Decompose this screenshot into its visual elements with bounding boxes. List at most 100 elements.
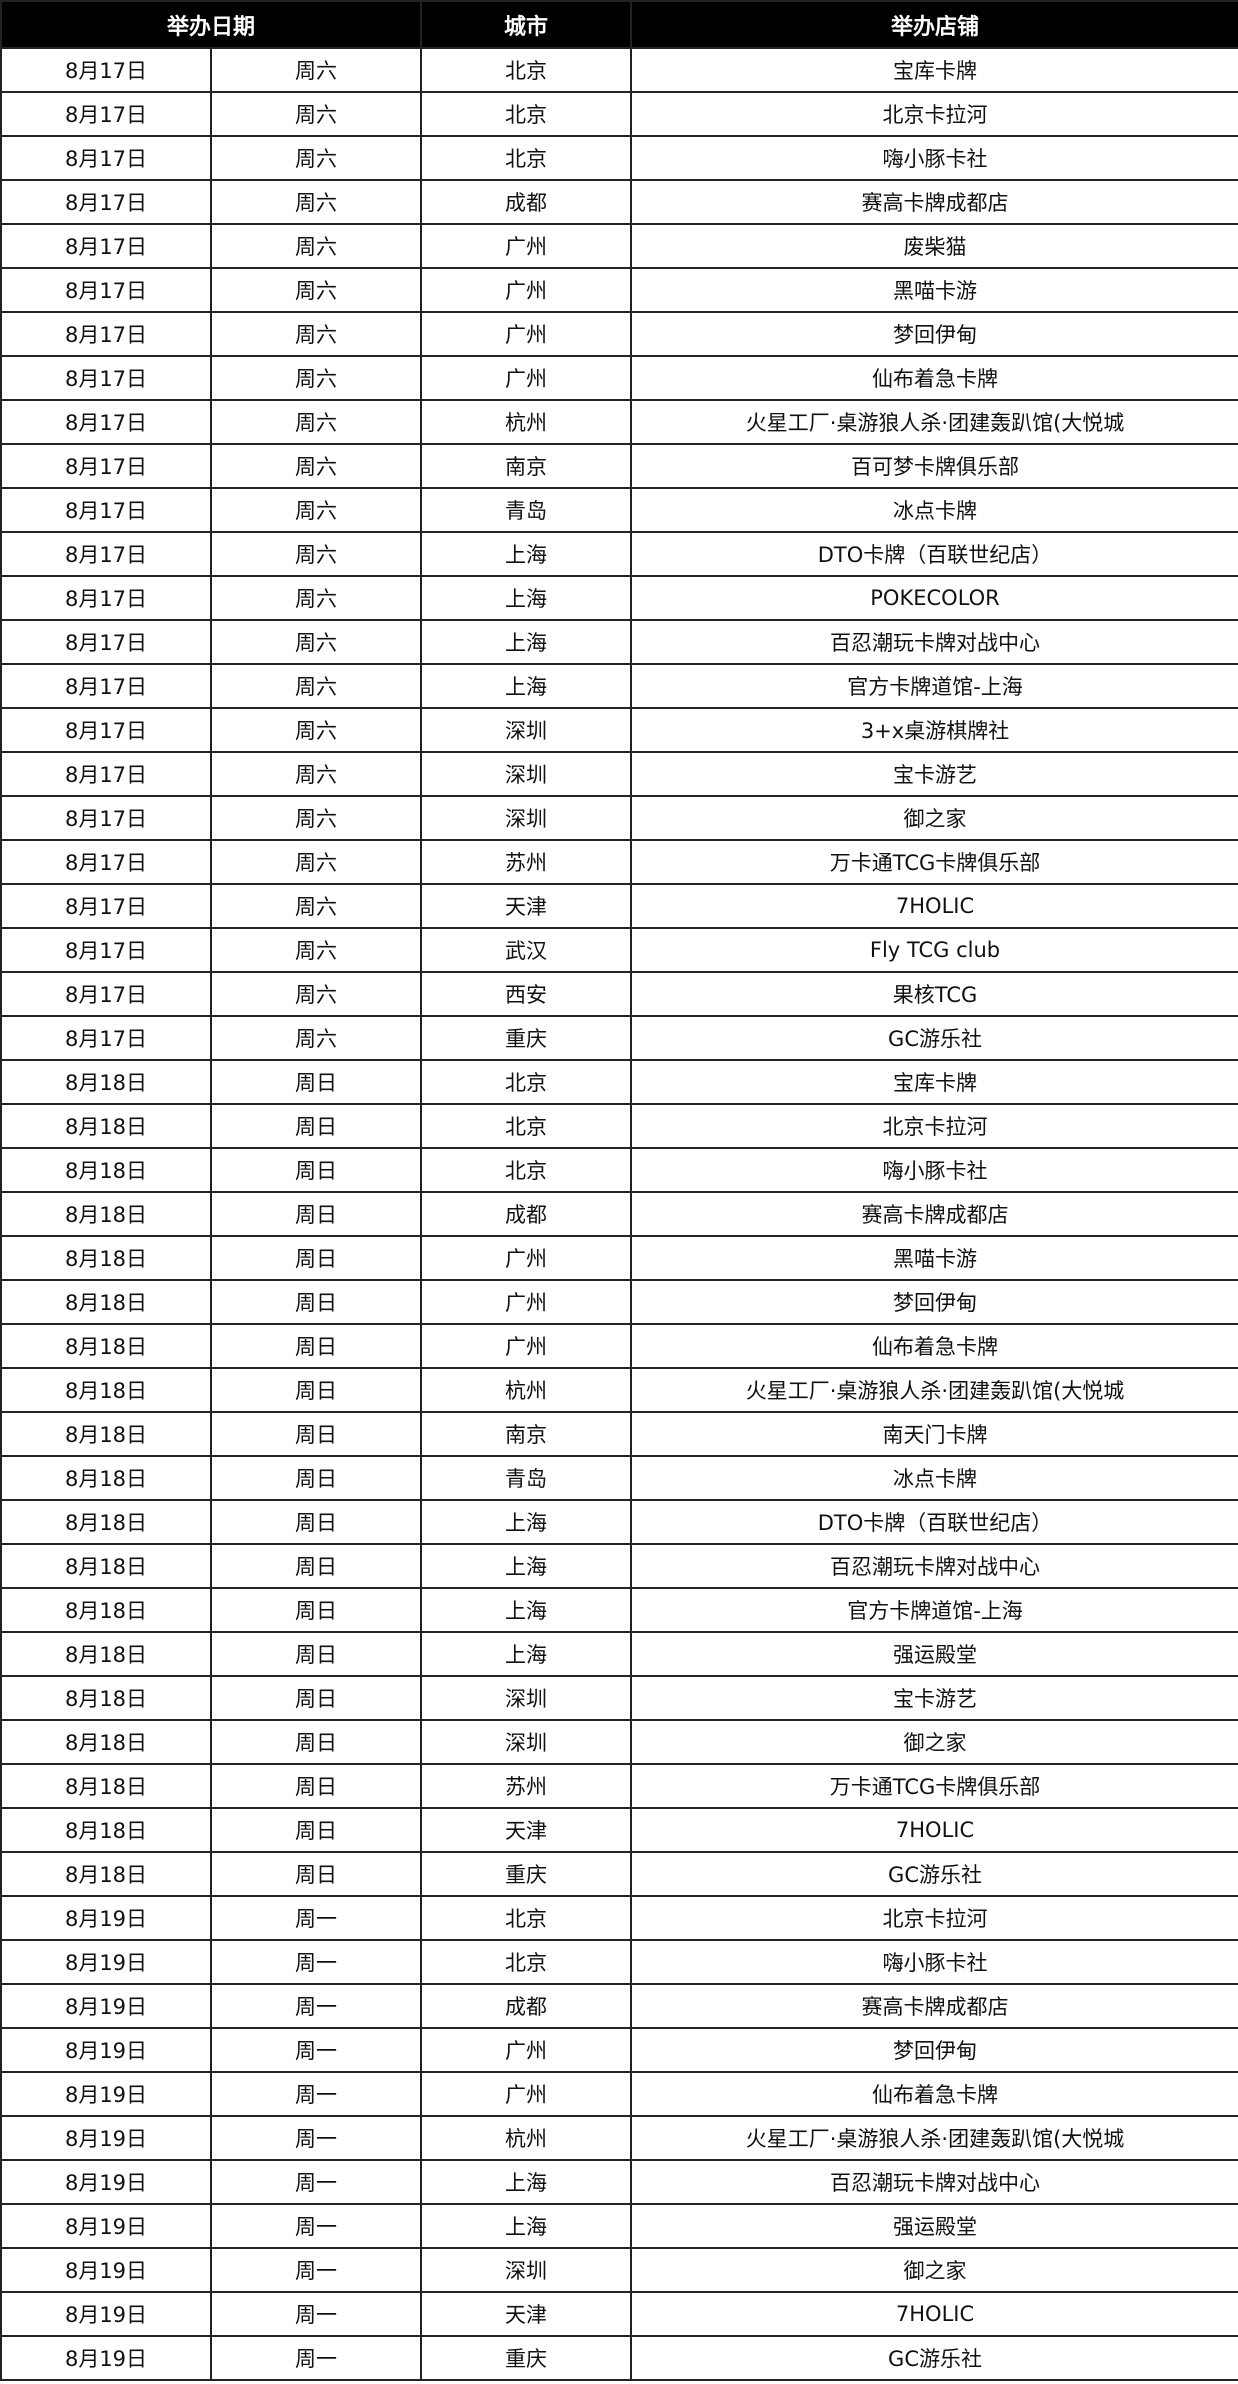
cell-date: 8月17日: [0, 355, 212, 401]
cell-date: 8月17日: [0, 179, 212, 225]
cell-date: 8月18日: [0, 1103, 212, 1149]
cell-city: 天津: [420, 2291, 633, 2337]
table-row: 8月17日 周六 南京 百可梦卡牌俱乐部: [0, 443, 1238, 489]
cell-date: 8月19日: [0, 2291, 212, 2337]
cell-weekday: 周日: [209, 1631, 423, 1677]
table-row: 8月17日 周六 北京 嗨小豚卡社: [0, 135, 1238, 181]
cell-city: 广州: [420, 267, 633, 313]
cell-city: 上海: [420, 1499, 633, 1545]
header-city: 城市: [420, 0, 633, 49]
cell-date: 8月18日: [0, 1675, 212, 1721]
cell-date: 8月18日: [0, 1719, 212, 1765]
cell-weekday: 周六: [209, 443, 423, 489]
cell-weekday: 周一: [209, 2291, 423, 2337]
cell-date: 8月17日: [0, 311, 212, 357]
cell-date: 8月17日: [0, 619, 212, 665]
cell-city: 重庆: [420, 2335, 633, 2381]
cell-weekday: 周日: [209, 1587, 423, 1633]
table-row: 8月19日 周一 重庆 GC游乐社: [0, 2335, 1238, 2381]
cell-store: GC游乐社: [630, 1015, 1238, 1061]
cell-weekday: 周一: [209, 2335, 423, 2381]
cell-store: Fly TCG club: [630, 927, 1238, 973]
cell-weekday: 周日: [209, 1191, 423, 1237]
cell-date: 8月18日: [0, 1059, 212, 1105]
cell-date: 8月19日: [0, 2335, 212, 2381]
cell-store: 梦回伊甸: [630, 2027, 1238, 2073]
cell-store: 宝库卡牌: [630, 1059, 1238, 1105]
cell-store: 万卡通TCG卡牌俱乐部: [630, 839, 1238, 885]
cell-city: 广州: [420, 1235, 633, 1281]
cell-date: 8月17日: [0, 883, 212, 929]
table-row: 8月17日 周六 深圳 3+x桌游棋牌社: [0, 707, 1238, 753]
cell-city: 苏州: [420, 1763, 633, 1809]
cell-weekday: 周日: [209, 1851, 423, 1897]
cell-weekday: 周一: [209, 2203, 423, 2249]
cell-store: 赛高卡牌成都店: [630, 1983, 1238, 2029]
cell-city: 上海: [420, 1631, 633, 1677]
table-row: 8月18日 周日 重庆 GC游乐社: [0, 1851, 1238, 1897]
cell-city: 天津: [420, 1807, 633, 1853]
cell-date: 8月17日: [0, 531, 212, 577]
cell-store: 南天门卡牌: [630, 1411, 1238, 1457]
cell-store: 官方卡牌道馆-上海: [630, 663, 1238, 709]
cell-city: 北京: [420, 135, 633, 181]
cell-city: 广州: [420, 355, 633, 401]
cell-city: 青岛: [420, 487, 633, 533]
cell-city: 上海: [420, 2159, 633, 2205]
table-row: 8月17日 周六 广州 仙布着急卡牌: [0, 355, 1238, 401]
table-row: 8月18日 周日 南京 南天门卡牌: [0, 1411, 1238, 1457]
cell-store: 火星工厂·桌游狼人杀·团建轰趴馆(大悦城: [630, 399, 1238, 445]
table-row: 8月17日 周六 广州 梦回伊甸: [0, 311, 1238, 357]
cell-store: GC游乐社: [630, 1851, 1238, 1897]
table-row: 8月17日 周六 西安 果核TCG: [0, 971, 1238, 1017]
cell-date: 8月17日: [0, 223, 212, 269]
table-row: 8月17日 周六 成都 赛高卡牌成都店: [0, 179, 1238, 225]
cell-date: 8月17日: [0, 663, 212, 709]
cell-store: 宝卡游艺: [630, 1675, 1238, 1721]
cell-city: 南京: [420, 443, 633, 489]
cell-store: 7HOLIC: [630, 1807, 1238, 1853]
cell-city: 北京: [420, 1059, 633, 1105]
cell-store: 御之家: [630, 795, 1238, 841]
cell-date: 8月17日: [0, 135, 212, 181]
cell-city: 杭州: [420, 399, 633, 445]
cell-weekday: 周六: [209, 839, 423, 885]
table-row: 8月18日 周日 青岛 冰点卡牌: [0, 1455, 1238, 1501]
cell-date: 8月17日: [0, 47, 212, 93]
cell-city: 成都: [420, 1191, 633, 1237]
cell-weekday: 周六: [209, 1015, 423, 1061]
cell-store: 火星工厂·桌游狼人杀·团建轰趴馆(大悦城: [630, 1367, 1238, 1413]
cell-date: 8月18日: [0, 1543, 212, 1589]
cell-date: 8月17日: [0, 971, 212, 1017]
table-row: 8月17日 周六 上海 DTO卡牌（百联世纪店）: [0, 531, 1238, 577]
cell-city: 西安: [420, 971, 633, 1017]
cell-weekday: 周一: [209, 2071, 423, 2117]
cell-weekday: 周日: [209, 1279, 423, 1325]
cell-weekday: 周一: [209, 2247, 423, 2293]
table-row: 8月18日 周日 深圳 宝卡游艺: [0, 1675, 1238, 1721]
table-row: 8月17日 周六 苏州 万卡通TCG卡牌俱乐部: [0, 839, 1238, 885]
cell-city: 深圳: [420, 707, 633, 753]
cell-city: 苏州: [420, 839, 633, 885]
cell-date: 8月18日: [0, 1323, 212, 1369]
cell-weekday: 周六: [209, 619, 423, 665]
cell-weekday: 周一: [209, 2159, 423, 2205]
cell-weekday: 周六: [209, 927, 423, 973]
cell-store: 黑喵卡游: [630, 267, 1238, 313]
cell-store: 嗨小豚卡社: [630, 1147, 1238, 1193]
cell-date: 8月19日: [0, 2247, 212, 2293]
cell-weekday: 周一: [209, 2115, 423, 2161]
cell-date: 8月17日: [0, 927, 212, 973]
cell-date: 8月18日: [0, 1587, 212, 1633]
cell-store: 强运殿堂: [630, 2203, 1238, 2249]
cell-store: 仙布着急卡牌: [630, 355, 1238, 401]
cell-store: 百忍潮玩卡牌对战中心: [630, 2159, 1238, 2205]
cell-store: 御之家: [630, 2247, 1238, 2293]
table-row: 8月17日 周六 上海 POKECOLOR: [0, 575, 1238, 621]
cell-city: 上海: [420, 575, 633, 621]
cell-weekday: 周日: [209, 1543, 423, 1589]
table-row: 8月18日 周日 苏州 万卡通TCG卡牌俱乐部: [0, 1763, 1238, 1809]
cell-date: 8月18日: [0, 1807, 212, 1853]
cell-date: 8月18日: [0, 1147, 212, 1193]
